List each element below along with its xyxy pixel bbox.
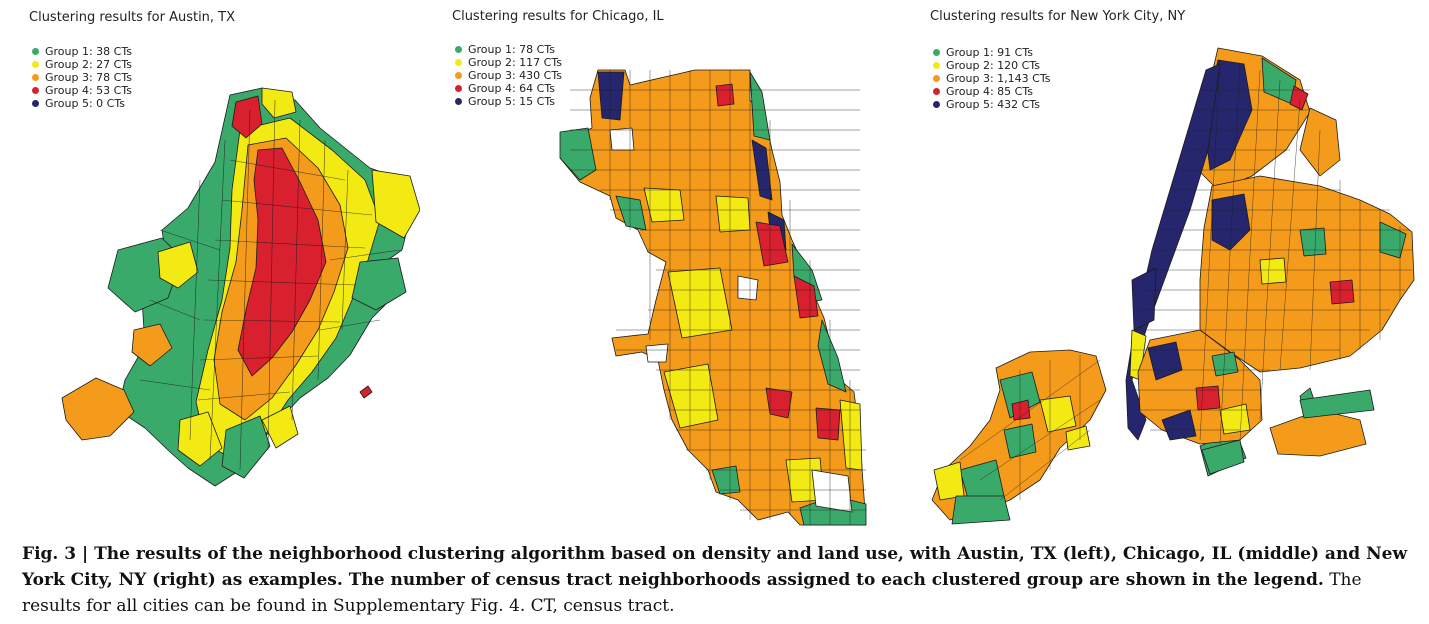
nyc-tract <box>1299 107 1341 177</box>
chicago-tract <box>711 465 741 495</box>
chicago-gap <box>737 275 759 301</box>
nyc-tract <box>1195 385 1221 411</box>
austin-tract <box>261 87 297 119</box>
nyc-title: Clustering results for New York City, NY <box>930 9 1186 24</box>
austin-tract <box>237 147 327 377</box>
nyc-tract <box>1125 63 1221 441</box>
nyc-tract <box>1299 227 1327 257</box>
nyc-tract <box>933 461 965 501</box>
legend-item: Group 4: 64 CTs <box>455 82 562 95</box>
figure-caption: Fig. 3 | The results of the neighborhood… <box>22 541 1414 619</box>
group2-marker <box>933 62 940 69</box>
group4-marker <box>455 85 462 92</box>
austin-tract <box>131 323 173 367</box>
nyc-tract <box>1201 439 1245 475</box>
chicago-gap <box>645 343 669 363</box>
austin-tract <box>359 385 373 399</box>
nyc-tract <box>1211 351 1239 377</box>
caption-rest-text: The results for all cities can be found … <box>22 570 1362 616</box>
nyc-tract <box>1161 409 1197 441</box>
nyc-tract <box>1199 175 1415 373</box>
group2-marker <box>455 59 462 66</box>
chicago-tract <box>715 83 735 107</box>
group4-marker <box>933 88 940 95</box>
austin-tract <box>157 241 199 289</box>
group3-marker <box>455 72 462 79</box>
chicago-tract <box>793 275 819 319</box>
legend-item: Group 5: 432 CTs <box>933 98 1050 111</box>
group3-marker <box>933 75 940 82</box>
group5-marker <box>455 98 462 105</box>
nyc-tract <box>1211 193 1251 251</box>
chicago-tract <box>715 195 751 233</box>
chicago-tract <box>765 387 793 419</box>
nyc-tract <box>1259 257 1287 285</box>
chicago-legend: Group 1: 78 CTs Group 2: 117 CTs Group 3… <box>455 43 562 108</box>
legend-item: Group 2: 117 CTs <box>455 56 562 69</box>
nyc-tract <box>1269 409 1367 457</box>
group4-marker <box>32 87 39 94</box>
nyc-tract <box>1039 395 1077 433</box>
group1-marker <box>455 46 462 53</box>
nyc-tract <box>1131 267 1157 331</box>
austin-legend: Group 1: 38 CTs Group 2: 27 CTs Group 3:… <box>32 45 132 110</box>
chicago-tract <box>597 71 625 121</box>
group1-marker <box>933 49 940 56</box>
nyc-tract <box>1299 389 1375 419</box>
austin-tract <box>261 405 299 449</box>
legend-item: Group 4: 53 CTs <box>32 84 132 97</box>
chicago-tract <box>817 319 847 393</box>
legend-item: Group 2: 120 CTs <box>933 59 1050 72</box>
group5-marker <box>32 100 39 107</box>
chicago-tract <box>663 363 719 429</box>
chicago-tract <box>815 407 841 441</box>
austin-tract <box>61 377 135 441</box>
nyc-tract <box>1011 399 1031 421</box>
legend-item: Group 3: 78 CTs <box>32 71 132 84</box>
legend-item: Group 4: 85 CTs <box>933 85 1050 98</box>
austin-tract <box>231 95 263 139</box>
austin-title: Clustering results for Austin, TX <box>29 10 236 25</box>
group2-marker <box>32 61 39 68</box>
legend-item: Group 1: 91 CTs <box>933 46 1050 59</box>
legend-item: Group 2: 27 CTs <box>32 58 132 71</box>
legend-item: Group 1: 38 CTs <box>32 45 132 58</box>
chicago-gap <box>811 469 853 513</box>
austin-tract <box>221 415 271 479</box>
legend-item: Group 3: 430 CTs <box>455 69 562 82</box>
legend-item: Group 3: 1,143 CTs <box>933 72 1050 85</box>
austin-tract <box>351 257 407 311</box>
group5-marker <box>933 101 940 108</box>
legend-item: Group 5: 15 CTs <box>455 95 562 108</box>
austin-tract <box>177 411 223 467</box>
chicago-tract <box>559 127 597 181</box>
austin-map <box>61 87 420 487</box>
chicago-map <box>559 69 867 526</box>
austin-tract <box>371 169 420 239</box>
nyc-tract <box>1329 279 1355 305</box>
group1-marker <box>32 48 39 55</box>
nyc-map <box>931 47 1415 525</box>
legend-item: Group 1: 78 CTs <box>455 43 562 56</box>
chicago-tract <box>755 221 789 267</box>
chicago-tract <box>643 187 685 223</box>
nyc-tract <box>1219 403 1251 435</box>
caption-bold-text: The results of the neighborhood clusteri… <box>22 544 1408 590</box>
chicago-title: Clustering results for Chicago, IL <box>452 9 664 24</box>
nyc-tract <box>951 495 1011 525</box>
caption-label: Fig. 3 | <box>22 544 95 564</box>
group3-marker <box>32 74 39 81</box>
legend-item: Group 5: 0 CTs <box>32 97 132 110</box>
chicago-gap <box>609 127 635 151</box>
nyc-legend: Group 1: 91 CTs Group 2: 120 CTs Group 3… <box>933 46 1050 111</box>
